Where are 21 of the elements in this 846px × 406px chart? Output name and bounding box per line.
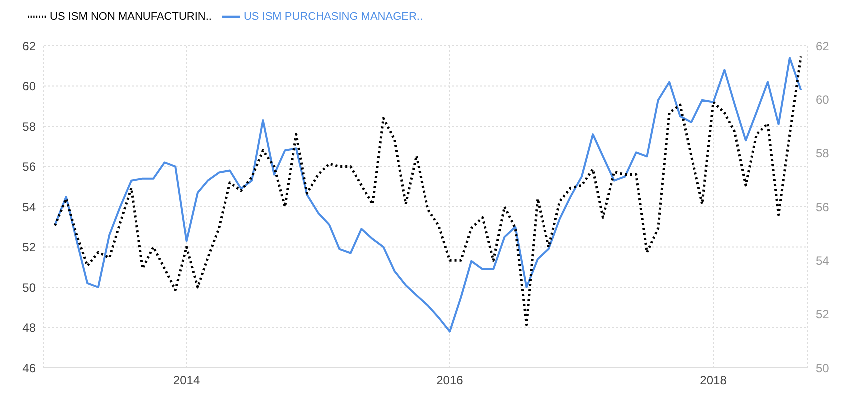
y-tick-label: 60	[22, 80, 36, 94]
y-tick-label: 56	[22, 160, 36, 174]
y2-tick-label: 62	[816, 39, 830, 54]
y2-tick-label: 58	[816, 146, 830, 161]
x-tick-label: 2016	[436, 374, 464, 388]
y-tick-label: 54	[22, 200, 36, 214]
y2-tick-label: 54	[816, 254, 830, 268]
y-tick-label: 52	[22, 240, 36, 255]
y2-tick-label: 52	[816, 308, 830, 322]
y2-tick-label: 50	[816, 361, 830, 376]
y-tick-label: 62	[22, 39, 36, 54]
y-tick-label: 48	[22, 321, 36, 336]
y2-tick-label: 60	[816, 92, 830, 107]
y-tick-label: 50	[22, 280, 36, 295]
y-tick-label: 46	[22, 361, 36, 376]
legend-label: US ISM NON MANUFACTURIN..	[50, 10, 212, 23]
y-tick-label: 58	[22, 120, 36, 134]
y2-tick-label: 56	[816, 200, 830, 214]
legend-label: US ISM PURCHASING MANAGER..	[244, 10, 424, 23]
x-tick-label: 2018	[700, 374, 728, 388]
x-tick-label: 2014	[173, 374, 200, 388]
